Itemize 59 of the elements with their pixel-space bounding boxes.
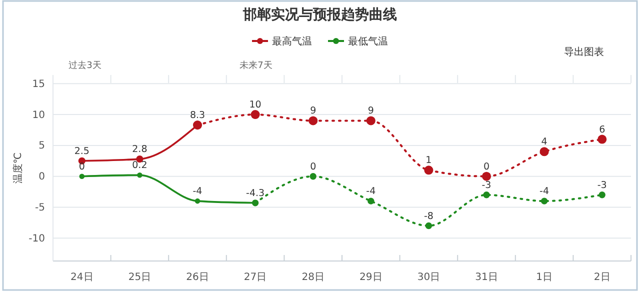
x-tick-label: 24日 <box>70 272 94 283</box>
data-label: 2.5 <box>74 146 90 157</box>
x-tick-label: 25日 <box>128 272 152 283</box>
point <box>540 147 549 156</box>
point <box>308 116 318 126</box>
data-label: -3 <box>597 180 607 191</box>
point <box>194 198 200 204</box>
point <box>598 192 606 198</box>
y-tick-label: 15 <box>32 78 45 90</box>
data-label: -4 <box>192 186 202 198</box>
point <box>137 172 142 178</box>
point <box>79 174 85 179</box>
point <box>425 222 432 230</box>
data-label: 0 <box>78 161 85 172</box>
text: 导出图表 <box>564 46 604 58</box>
x-tick-label: 30日 <box>417 272 440 283</box>
point <box>368 198 374 204</box>
data-label: 2.8 <box>132 144 148 156</box>
point <box>482 172 492 181</box>
data-label: -3 <box>482 180 492 191</box>
x-tick-label: 27日 <box>244 272 267 283</box>
data-label: -4.3 <box>246 188 265 199</box>
x-tick-label: 26日 <box>186 272 209 283</box>
point <box>483 192 490 198</box>
data-label: -4 <box>366 186 376 198</box>
data-label: 0 <box>310 161 316 172</box>
text: 过去3天 <box>68 60 102 71</box>
data-label: 0.2 <box>132 160 148 172</box>
point <box>366 116 376 126</box>
data-label: 4 <box>541 136 548 148</box>
y-tick-label: 5 <box>38 140 45 152</box>
data-label: 9 <box>368 106 374 117</box>
x-tick-label: 1日 <box>536 272 552 283</box>
data-label: -8 <box>424 210 434 222</box>
data-label: 8.3 <box>190 110 206 122</box>
y-tick-label: -10 <box>28 233 45 244</box>
x-tick-label: 28日 <box>302 272 324 283</box>
data-label: 0 <box>483 161 490 172</box>
point <box>424 166 434 175</box>
chart-title: 邯郸实况与预报趋势曲线 <box>242 6 397 23</box>
x-tick-label: 2日 <box>594 272 610 283</box>
data-label: -4 <box>540 186 550 198</box>
legend-label: 最低气温 <box>348 36 388 48</box>
y-tick-label: 0 <box>38 172 45 183</box>
text: 未来7天 <box>240 60 272 71</box>
x-tick-label: 29日 <box>360 272 382 283</box>
x-tick-label: 31日 <box>475 272 498 283</box>
legend-label: 最高气温 <box>272 36 312 48</box>
data-label: 1 <box>426 155 432 166</box>
data-label: 10 <box>249 100 262 111</box>
y-tick-label: -5 <box>35 202 45 214</box>
point <box>598 134 607 144</box>
point <box>250 110 260 120</box>
y-axis-title: 温度℃ <box>12 152 24 184</box>
data-label: 9 <box>310 106 316 117</box>
point <box>540 198 548 204</box>
data-label: 6 <box>599 124 606 136</box>
y-tick-label: 10 <box>32 110 45 121</box>
point <box>310 173 316 180</box>
